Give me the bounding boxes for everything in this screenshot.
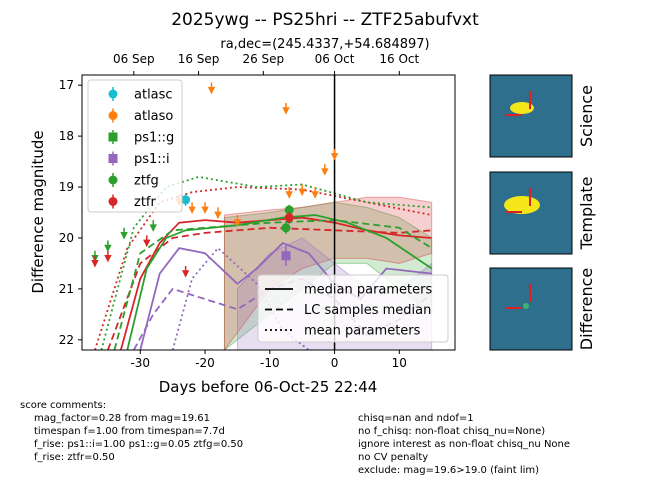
- panel-label: Difference: [577, 268, 596, 350]
- panel-label: Science: [577, 85, 596, 147]
- x-tick-label: -10: [260, 356, 280, 370]
- data-point: [284, 205, 294, 215]
- legend-marker: [108, 111, 118, 120]
- crosshair: [506, 284, 531, 309]
- upper-limit: [91, 255, 99, 268]
- stamp-image: [489, 171, 573, 255]
- comment-line: timespan f=1.00 from timespan=7.7d: [34, 426, 225, 437]
- data-point: [281, 251, 291, 261]
- image-panels: Science Template Difference: [489, 74, 596, 351]
- data-point: [181, 195, 191, 205]
- x2-tick-label: 16 Sep: [178, 52, 220, 66]
- x-tick-label: 10: [392, 356, 407, 370]
- x-tick-label: 0: [331, 356, 339, 370]
- x2-tick-label: 16 Oct: [379, 52, 419, 66]
- y-tick-label: 20: [59, 231, 74, 245]
- x2-tick-label: 06 Oct: [315, 52, 355, 66]
- y-tick-label: 17: [59, 78, 74, 92]
- upper-limit: [330, 148, 339, 161]
- legend-marker: [108, 175, 118, 185]
- legend-label: atlaso: [134, 109, 173, 124]
- model-line: [94, 186, 432, 350]
- comment-line: no CV penalty: [358, 452, 428, 463]
- upper-limit: [311, 187, 319, 199]
- upper-limit: [233, 215, 242, 227]
- comment-line: exclude: mag=19.6>19.0 (faint lim): [358, 465, 539, 476]
- upper-limit: [214, 207, 222, 220]
- x-tick-label: -30: [130, 356, 150, 370]
- y-tick-label: 18: [59, 129, 74, 143]
- legend-marker: [108, 154, 118, 163]
- upper-limit: [207, 82, 216, 95]
- data-point: [284, 213, 294, 223]
- comments-heading: score comments:: [20, 400, 106, 411]
- y-tick-label: 19: [59, 180, 74, 194]
- x2-tick-label: 06 Sep: [113, 52, 155, 66]
- legend-label: ztfg: [134, 174, 159, 189]
- y-tick-label: 21: [59, 282, 74, 296]
- source-blob: [510, 102, 534, 114]
- y-tick-label: 22: [59, 333, 74, 347]
- residual: [523, 303, 529, 309]
- legend-marker: [108, 197, 118, 206]
- stamp-image: [489, 267, 573, 351]
- model-line: [171, 246, 310, 350]
- comment-line: chisq=nan and ndof=1: [358, 413, 474, 424]
- upper-limit: [285, 187, 293, 199]
- legend-label: ps1::i: [134, 152, 170, 167]
- legend-box: [257, 274, 449, 343]
- comment-line: ignore interest as non-float chisq_nu No…: [358, 439, 570, 450]
- comment-line: f_rise: ztfr=0.50: [34, 452, 115, 463]
- x-tick-label: -20: [195, 356, 215, 370]
- upper-limit: [120, 227, 128, 240]
- legend-label: ps1::g: [134, 131, 174, 146]
- upper-limit: [282, 103, 290, 115]
- upper-limit: [149, 220, 157, 232]
- y-axis-label: Difference magnitude: [29, 130, 47, 293]
- comment-line: mag_factor=0.28 from mag=19.61: [34, 413, 210, 424]
- upper-limit: [298, 184, 306, 197]
- upper-limit: [201, 202, 209, 214]
- model-line: [126, 214, 433, 350]
- model-line: [100, 175, 432, 350]
- comment-line: f_rise: ps1::i=1.00 ps1::g=0.05 ztfg=0.5…: [34, 439, 243, 450]
- data-point: [281, 223, 291, 233]
- comment-line: no f_chisq: non-float chisq_nu=None): [358, 426, 545, 437]
- x-axis-label: Days before 06-Oct-25 22:44: [159, 378, 378, 396]
- legend-label: mean parameters: [304, 324, 421, 339]
- chart-subtitle: ra,dec=(245.4337,+54.684897): [220, 37, 429, 52]
- legend-label: median parameters: [304, 283, 432, 298]
- legend-label: atlasc: [134, 88, 173, 103]
- model-line: [107, 226, 432, 350]
- upper-limit: [143, 235, 151, 248]
- axes-frame: [81, 74, 456, 351]
- x2-tick-label: 26 Sep: [242, 52, 284, 66]
- chart-title: 2025ywg -- PS25hri -- ZTF25abufvxt: [171, 10, 479, 30]
- stamp-image: [489, 74, 573, 158]
- upper-limit: [188, 202, 196, 214]
- crosshair: [506, 91, 531, 116]
- crosshair: [506, 188, 531, 213]
- legend-marker: [108, 89, 118, 99]
- panel-label: Template: [577, 176, 596, 250]
- upper-limit: [104, 240, 112, 253]
- upper-limit: [321, 164, 329, 176]
- upper-limit: [181, 265, 190, 278]
- legend-label: LC samples median: [304, 303, 431, 318]
- upper-limit: [91, 250, 99, 263]
- legend-label: ztfr: [134, 195, 156, 210]
- upper-limit: [104, 250, 112, 263]
- legend-marker: [108, 132, 118, 142]
